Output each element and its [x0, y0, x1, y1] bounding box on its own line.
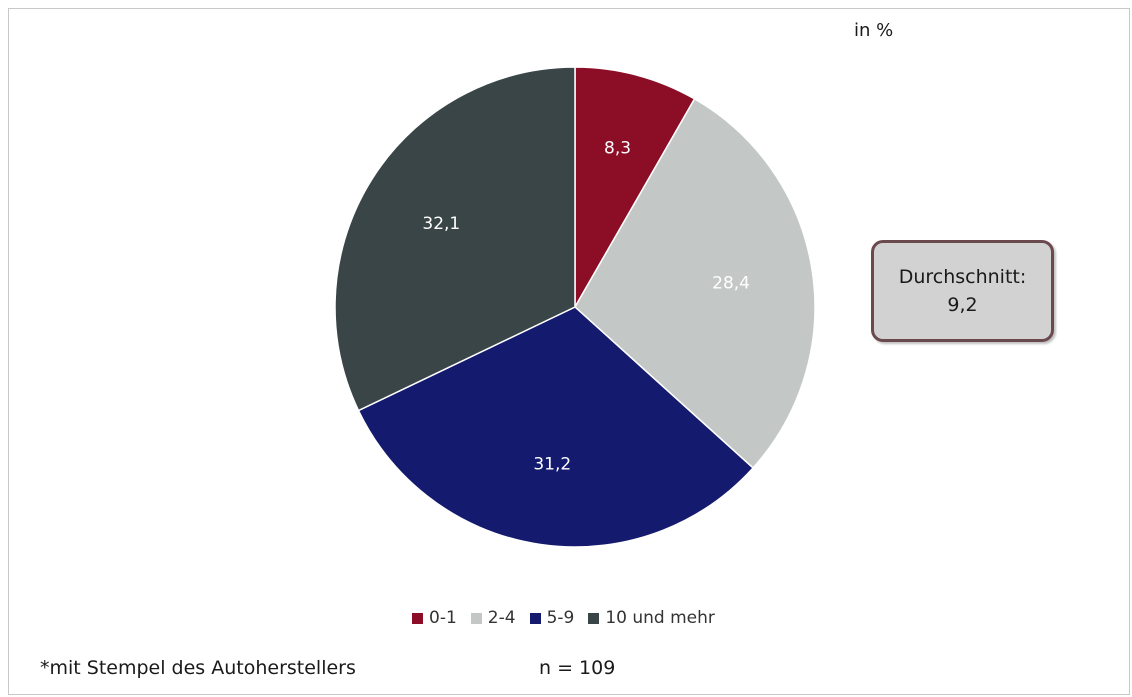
- legend-label: 2-4: [487, 608, 516, 628]
- footnote: *mit Stempel des Autoherstellers: [40, 657, 356, 679]
- slice-value-label: 8,3: [604, 139, 631, 159]
- legend-item: 0-1: [412, 608, 457, 628]
- legend-swatch: [412, 612, 423, 624]
- average-callout-value: 9,2: [947, 294, 978, 316]
- sample-size: n = 109: [539, 657, 616, 679]
- legend: 0-1 2-4 5-9 10 und mehr: [412, 608, 729, 628]
- average-callout: Durchschnitt: 9,2: [871, 240, 1054, 342]
- pie-slice-10-und-mehr: [334, 66, 576, 412]
- pie-slice-0-1: [574, 66, 696, 310]
- legend-swatch: [529, 612, 541, 624]
- pie-slice-labels: 8,3 28,4 31,2 32,1: [422, 139, 750, 475]
- unit-label: in %: [854, 20, 894, 41]
- legend-label: 10 und mehr: [605, 608, 715, 628]
- legend-item: 10 und mehr: [588, 608, 715, 628]
- legend-item: 2-4: [470, 608, 516, 628]
- slice-value-label: 32,1: [422, 214, 460, 234]
- legend-swatch: [470, 612, 482, 624]
- legend-label: 5-9: [546, 608, 575, 628]
- pie-slices: [334, 66, 816, 548]
- slice-value-label: 28,4: [712, 273, 750, 293]
- slice-value-label: 31,2: [533, 454, 571, 474]
- pie-slice-2-4: [574, 97, 816, 470]
- legend-label: 0-1: [429, 608, 457, 628]
- legend-swatch: [588, 612, 600, 624]
- average-callout-title: Durchschnitt:: [898, 266, 1027, 288]
- legend-item: 5-9: [529, 608, 575, 628]
- pie-slice-5-9: [357, 306, 755, 548]
